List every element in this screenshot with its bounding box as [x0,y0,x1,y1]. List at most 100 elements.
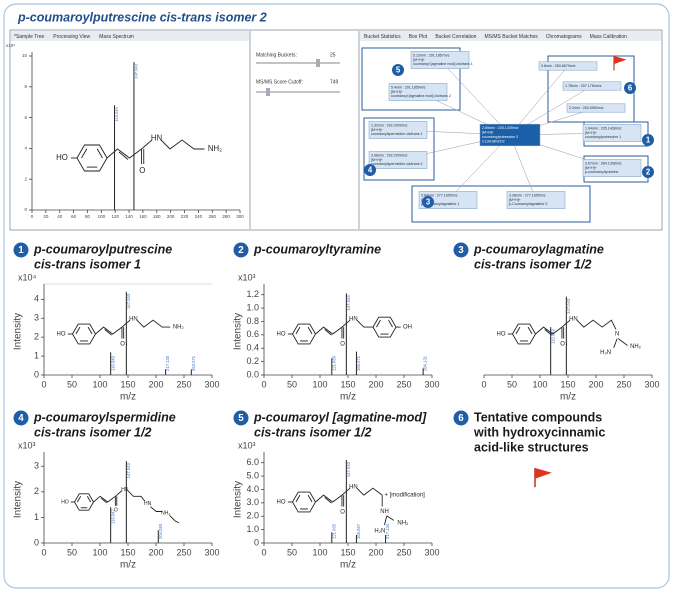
control-label: 749 [330,79,339,85]
bond [613,338,618,348]
number-badge [642,134,654,146]
x-tick-label: 180 [153,214,161,219]
x-tick-label: 150 [340,548,355,558]
atom-label: OH [403,325,412,331]
y-tick-label: 3 [34,313,39,323]
x-tick-label: 300 [204,548,219,558]
node-label: 1.78min : 307.1784m/z [565,84,602,88]
x-tick-label: 200 [588,380,603,390]
atom-label: HO [61,499,69,505]
control-label: 25 [330,52,336,58]
network-node[interactable] [562,81,622,91]
network-node[interactable] [582,159,642,177]
bond [388,319,393,328]
tab[interactable]: Bucket Correlation [435,34,476,40]
node-label: [M+H]+ [371,158,383,162]
atom-label: HO [497,332,506,338]
flag [535,468,552,479]
bond [169,514,180,524]
network-node[interactable] [368,121,428,139]
y-tick-label: 0.2 [246,356,259,366]
bond [561,319,571,328]
y-tick-label: 4 [24,146,27,151]
atom-label: HN [151,134,162,143]
node-label: coumaroylputrescine 1 [585,135,621,139]
bond [86,496,92,503]
tab[interactable]: MS/MS Bucket Matches [484,34,538,40]
number-badge [422,196,434,208]
x-tick-label: 60 [71,214,77,219]
network-node[interactable] [566,103,626,113]
atom-label: O [560,341,565,347]
node-label: p-coumaroyltyramine [585,170,619,174]
number-badge-label: 4 [368,166,373,175]
y-tick-label: 8 [24,84,27,89]
node-label: coumaroylputrescine 2 [482,135,518,139]
slider-thumb[interactable] [316,59,320,67]
tab[interactable]: Chromatograms [546,34,582,40]
atom-label: NH₂ [208,144,222,153]
y-tick-label: 1 [34,350,39,360]
tab[interactable]: Processing View [53,34,90,40]
y-tick-label: 2 [34,332,39,342]
y-tick-label: 10 [22,53,28,58]
atom-label: N [615,332,619,338]
panel-title: cis-trans isomer 1/2 [474,257,591,271]
network-node[interactable] [506,191,566,209]
tab[interactable]: Bucket Statistics [364,34,401,40]
peak-label: 147.043 [134,63,139,78]
tab[interactable]: Box Plot [409,34,428,40]
y-tick-label: 2 [24,176,27,181]
y-tick-label: 0.8 [246,316,259,326]
network-node[interactable] [410,51,470,69]
y-tick-label: 0.0 [246,369,259,379]
bond [527,326,533,335]
x-tick-label: 0 [261,380,266,390]
y-tick-label: 1 [34,512,39,522]
network-node[interactable] [479,123,541,147]
x-axis-label: m/z [120,392,136,403]
x-tick-label: 140 [125,214,133,219]
y-scale-label: x10³ [18,440,36,450]
network-node[interactable] [388,83,448,101]
number-badge [624,82,636,94]
peak-label: 204.093 [158,523,163,539]
atom-label: HO [57,332,66,338]
network-node[interactable] [582,124,642,142]
atom-label: HO [277,500,286,506]
bond [324,329,332,336]
peak-label: 121.065 [331,523,336,539]
tab[interactable]: Mass Calibration [590,34,627,40]
x-tick-label: 200 [148,380,163,390]
bond [100,497,108,504]
y-tick-label: 2.0 [246,511,259,521]
node-label: 3.08min : 292.2009m/z [371,153,408,157]
node-label: 0.8min : 263.6679m/z [541,64,576,68]
atom-label: HN [349,317,358,323]
network-node[interactable] [538,61,598,71]
tab[interactable]: Mass Spectrum [99,34,134,40]
bond [104,329,112,336]
slider-thumb[interactable] [266,88,270,96]
network-node[interactable] [368,151,428,169]
panel-title: Tentative compounds [474,410,602,424]
bond [141,139,153,150]
number-badge [642,166,654,178]
bond [127,490,146,502]
peak-label: 119.049 [550,328,555,343]
atom-label: NH₂ [397,520,409,526]
bond [356,319,373,328]
bond [341,319,351,328]
x-tick-label: 50 [287,380,297,390]
bond [87,326,93,335]
x-tick-label: 300 [424,380,439,390]
bond [295,326,301,335]
tab[interactable]: *Sample Tree [14,34,45,40]
bond [115,490,123,497]
x-axis-label: m/z [340,560,356,571]
y-scale-label: x10³ [238,272,256,282]
x-tick-label: 100 [312,548,327,558]
y-tick-label: 2 [34,486,39,496]
x-tick-label: 250 [176,548,191,558]
